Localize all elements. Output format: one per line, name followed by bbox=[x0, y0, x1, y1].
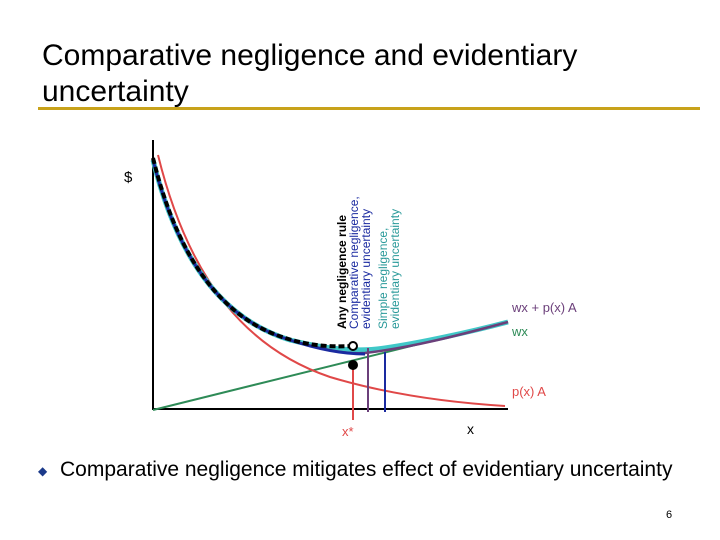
any-negligence-rule-curve bbox=[151, 157, 354, 349]
slide-title: Comparative negligence and evidentiary u… bbox=[42, 39, 578, 108]
bullet-diamond-icon: ◆ bbox=[38, 464, 48, 478]
precaution-cost-label: wx bbox=[511, 324, 528, 339]
total-cost-label: wx + p(x) A bbox=[511, 300, 577, 315]
x-axis-label: x bbox=[467, 421, 474, 437]
legend-any-negligence-rule: Any negligence rule bbox=[335, 215, 349, 329]
legend: Any negligence rule Comparative negligen… bbox=[335, 196, 402, 329]
simple-negligence-curve bbox=[150, 159, 509, 353]
y-axis-label: $ bbox=[124, 169, 133, 186]
title-underline bbox=[38, 107, 700, 110]
legend-simple-negligence-1: Simple negligence, bbox=[376, 228, 390, 329]
x-star-label: x* bbox=[342, 424, 354, 439]
total-cost-curve bbox=[151, 159, 509, 355]
optimum-point-filled bbox=[348, 360, 358, 370]
optimum-point-open bbox=[348, 341, 358, 351]
page-number: 6 bbox=[666, 509, 673, 521]
expected-accident-cost-curve bbox=[157, 154, 506, 407]
bullet-text: Comparative negligence mitigates effect … bbox=[60, 458, 673, 481]
bullet-point: ◆ Comparative negligence mitigates effec… bbox=[38, 456, 700, 483]
legend-simple-negligence-2: evidentiary uncertainty bbox=[388, 209, 402, 329]
legend-comparative-negligence-1: Comparative negligence, bbox=[347, 196, 361, 329]
legend-comparative-negligence-2: evidentiary uncertainty bbox=[359, 209, 373, 329]
expected-accident-cost-label: p(x) A bbox=[512, 384, 546, 399]
